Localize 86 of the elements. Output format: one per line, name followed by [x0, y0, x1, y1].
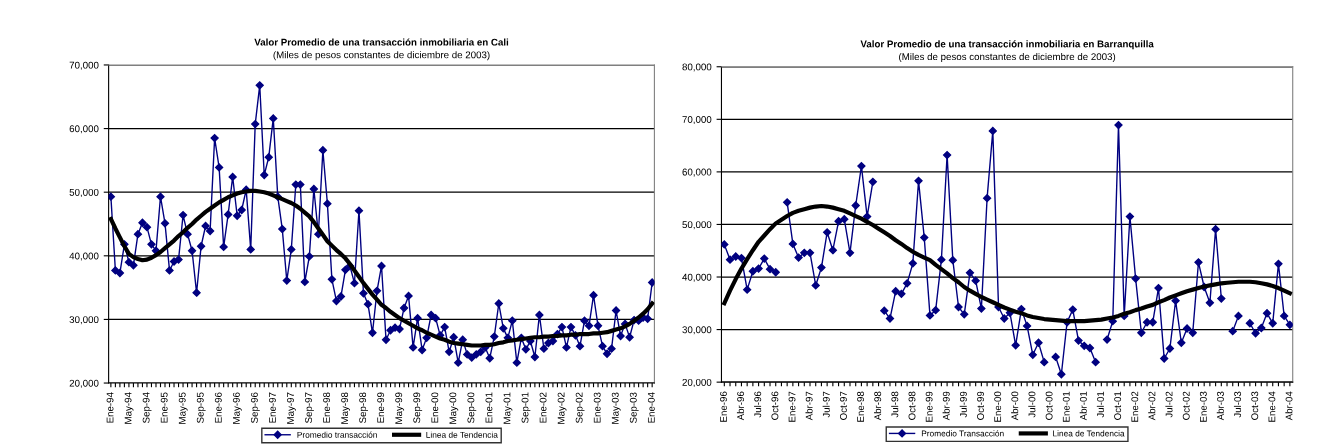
- x-tick-label: Oct-97: [840, 391, 847, 420]
- x-tick-label: May-94: [124, 392, 134, 424]
- x-tick-label: Oct-98: [908, 391, 916, 420]
- y-tick-label: 20,000: [69, 379, 99, 388]
- x-tick-label: Abr-96: [736, 391, 745, 421]
- x-tick-label: May-03: [611, 392, 621, 424]
- x-tick-label: Sep-02: [575, 392, 585, 423]
- x-tick-label: Ene-96: [214, 392, 222, 423]
- chart-title: Valor Promedio de una transacción inmobiliaria en Barranquilla: [860, 40, 1154, 50]
- x-tick-label: May-96: [232, 392, 242, 424]
- x-tick-label: Ene-94: [106, 392, 114, 423]
- y-tick-label: 30,000: [69, 316, 99, 325]
- x-tick-label: Ene-99: [925, 391, 933, 422]
- x-tick-label: Ene-03: [1199, 391, 1207, 422]
- y-tick-label: 70,000: [69, 61, 99, 70]
- legend-label: Linea de Tendencia: [1053, 430, 1125, 437]
- x-tick-label: Ene-03: [593, 392, 601, 423]
- x-tick-label: Jul-03: [1233, 391, 1242, 418]
- x-tick-label: Jul-96: [754, 391, 762, 418]
- x-tick-label: Sep-00: [467, 392, 477, 423]
- x-tick-label: Sep-97: [305, 392, 314, 423]
- x-tick-label: Oct-96: [771, 391, 779, 420]
- x-tick-label: Abr-00: [1011, 391, 1019, 421]
- legend-label: Promedio transacción: [297, 431, 377, 438]
- y-tick-label: 50,000: [682, 221, 712, 230]
- y-tick-label: 70,000: [682, 116, 712, 125]
- x-tick-label: Ene-97: [268, 392, 276, 423]
- x-tick-label: Ene-01: [1062, 391, 1070, 422]
- x-tick-label: Ene-98: [323, 392, 330, 423]
- x-tick-label: Abr-02: [1148, 391, 1156, 421]
- x-tick-label: Oct-99: [977, 391, 984, 420]
- y-tick-label: 50,000: [69, 188, 99, 197]
- x-tick-label: Jul-97: [822, 391, 830, 418]
- x-tick-label: Abr-97: [805, 391, 813, 421]
- x-tick-label: May-01: [503, 392, 513, 424]
- x-tick-label: Sep-94: [142, 392, 152, 423]
- x-tick-label: Ene-04: [1268, 391, 1276, 422]
- x-tick-label: Ene-97: [788, 391, 796, 422]
- x-tick-label: May-95: [178, 392, 188, 424]
- x-tick-label: Ene-99: [377, 392, 385, 423]
- x-tick-label: Ene-98: [857, 391, 865, 422]
- y-tick-label: 30,000: [682, 326, 712, 335]
- x-tick-label: Abr-03: [1216, 391, 1224, 421]
- x-tick-label: Jul-99: [959, 391, 967, 418]
- x-tick-label: Jul-00: [1028, 391, 1036, 418]
- x-tick-label: Oct-03: [1251, 391, 1259, 420]
- y-tick-label: 20,000: [682, 378, 712, 387]
- y-tick-label: 80,000: [682, 63, 712, 72]
- x-tick-label: Ene-96: [720, 391, 727, 422]
- x-tick-label: Ene-00: [431, 392, 439, 423]
- x-tick-label: Sep-98: [359, 392, 368, 423]
- x-tick-label: Oct-01: [1114, 391, 1122, 420]
- x-tick-label: May-02: [557, 392, 567, 424]
- y-tick-label: 60,000: [682, 168, 712, 177]
- y-tick-label: 60,000: [69, 125, 99, 134]
- x-tick-label: Oct-00: [1045, 391, 1053, 420]
- x-tick-label: Ene-95: [160, 392, 168, 423]
- x-tick-label: Sep-95: [196, 392, 206, 423]
- x-tick-label: Sep-96: [250, 392, 260, 423]
- x-tick-label: Jul-02: [1165, 391, 1173, 418]
- x-tick-label: Sep-99: [413, 392, 423, 423]
- x-tick-label: Ene-00: [994, 391, 1002, 422]
- x-tick-label: May-97: [287, 392, 296, 424]
- legend-label: Promedio Transacción: [921, 430, 1004, 437]
- x-tick-label: Abr-98: [874, 391, 882, 421]
- x-tick-label: May-00: [449, 392, 459, 424]
- x-tick-label: Oct-02: [1182, 391, 1190, 420]
- legend-label: Linea de Tendencia: [426, 431, 498, 438]
- chart-title: Valor Promedio de una transacción inmobiliaria en Cali: [254, 38, 509, 46]
- x-tick-label: Jul-01: [1096, 391, 1104, 418]
- chart-subtitle: (Miles de pesos constantes de diciembre de 2003): [273, 51, 490, 61]
- chart-subtitle: (Miles de pesos constantes de diciembre de 2003): [899, 52, 1116, 63]
- x-tick-label: Ene-04: [647, 392, 655, 423]
- x-tick-label: Ene-01: [485, 392, 493, 423]
- x-tick-label: May-99: [395, 392, 405, 424]
- x-tick-label: May-98: [341, 392, 350, 424]
- x-tick-label: Jul-98: [891, 391, 899, 418]
- x-tick-label: Abr-01: [1079, 391, 1087, 421]
- x-tick-label: Ene-02: [539, 392, 547, 423]
- x-tick-label: Sep-01: [521, 392, 531, 423]
- x-tick-label: Sep-03: [629, 392, 639, 423]
- y-tick-label: 40,000: [69, 252, 99, 261]
- x-tick-label: Abr-04: [1285, 391, 1293, 421]
- x-tick-label: Ene-02: [1131, 391, 1139, 422]
- x-tick-label: Abr-99: [942, 391, 950, 421]
- y-tick-label: 40,000: [682, 273, 712, 282]
